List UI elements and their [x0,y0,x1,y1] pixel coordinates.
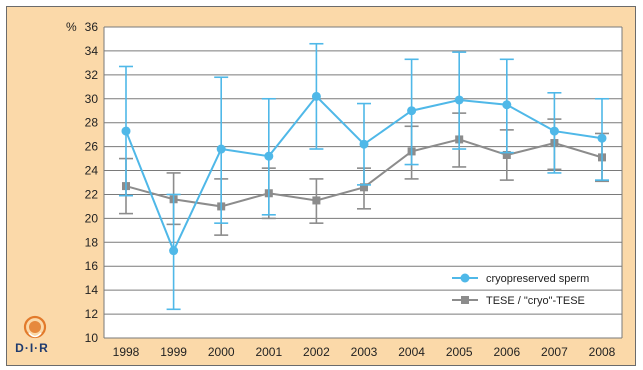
data-point [454,95,464,105]
x-tick-label: 1999 [160,345,187,359]
y-tick-label: 26 [85,140,99,154]
data-point [360,183,368,192]
logo-text: D·I·R [15,341,49,355]
y-tick-label: 22 [85,187,99,201]
plot-area [104,27,622,338]
x-axis-ticks: 1998 1999 2000 2001 2002 2003 2004 2005 2006 2007… [113,345,616,359]
y-tick-label: 12 [85,307,99,321]
y-tick-label: 20 [85,211,99,225]
data-point [597,133,607,143]
x-tick-label: 2007 [541,345,568,359]
y-tick-label: 36 [85,20,99,34]
data-point [121,126,131,136]
data-series [119,42,609,311]
dir-logo-icon [23,315,47,339]
y-tick-label: 24 [85,164,99,178]
y-tick-label: 10 [85,331,99,345]
legend-marker [460,273,470,283]
x-tick-label: 2006 [493,345,520,359]
legend-label: cryopreserved sperm [486,273,589,285]
data-point [264,151,274,161]
data-point [311,91,321,101]
data-point [502,100,512,110]
y-tick-label: 32 [85,68,99,82]
x-tick-label: 2005 [446,345,473,359]
y-tick-label: 34 [85,44,99,58]
y-tick-label: 30 [85,92,99,106]
data-point [359,139,369,149]
x-tick-label: 2003 [351,345,378,359]
y-tick-label: 16 [85,259,99,273]
series-cryopreserved-sperm [119,42,609,311]
data-point [169,246,179,256]
data-point [312,196,321,205]
y-tick-label: 28 [85,116,99,130]
x-tick-label: 1998 [113,345,140,359]
data-point [216,144,226,154]
data-point [502,150,511,159]
y-axis-label: % [66,20,77,34]
x-tick-label: 2002 [303,345,330,359]
x-tick-label: 2001 [255,345,282,359]
x-tick-label: 2004 [398,345,425,359]
legend: cryopreserved sperm TESE / "cryo"-TESE [452,273,589,307]
y-axis-ticks: 10 12 14 16 18 20 22 24 26 28 30 32 34 36% [66,20,98,345]
legend-marker [461,296,469,304]
y-tick-label: 18 [85,235,99,249]
data-point [549,126,559,136]
legend-label: TESE / "cryo"-TESE [486,295,585,307]
y-tick-label: 14 [85,283,99,297]
x-tick-label: 2008 [589,345,616,359]
data-point [407,106,417,116]
x-tick-label: 2000 [208,345,235,359]
